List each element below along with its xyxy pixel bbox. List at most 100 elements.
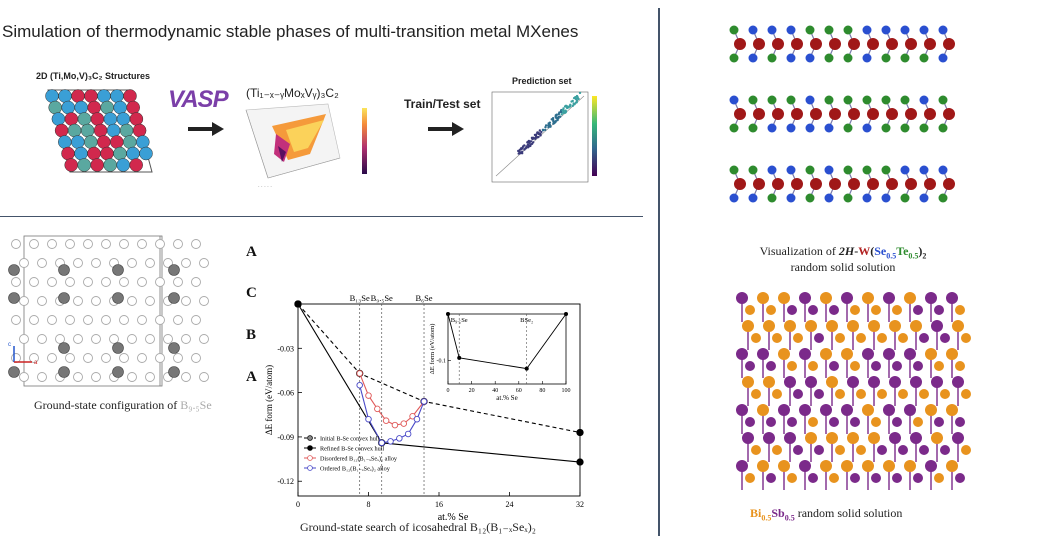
chalcogen-atom [843,95,853,105]
bisb-atom [778,404,790,416]
bisb-atom [871,417,881,427]
boron-atom [37,258,47,268]
bisb-atom [955,417,965,427]
tungsten-atom [772,178,784,190]
bisb-atom [940,389,950,399]
inset-marker-label: B₉.₅Se [451,317,468,324]
bisb-atom [934,361,944,371]
boron-atom [65,353,75,363]
parity-point [556,117,560,120]
boron-atom [191,277,201,287]
bisb-atom [757,348,769,360]
boron-atom [91,372,101,382]
parity-point [534,134,538,138]
selenium-atom [168,292,180,304]
bisb-atom [745,473,755,483]
boron-atom [181,258,191,268]
boron-atom [155,315,165,325]
boron-atom [145,372,155,382]
lattice-atom [51,112,66,126]
chalcogen-atom [843,53,853,63]
selenium-atom [112,342,124,354]
boron-atom [137,239,147,249]
boron-atom [191,239,201,249]
bisb-atom [745,305,755,315]
boron-atom [137,353,147,363]
bisb-atom [934,305,944,315]
bisb-atom [808,361,818,371]
chalcogen-atom [881,193,891,203]
legend-entry: Ordered B₁₂(B₁₋ₓSeₓ)₂ alloy [320,466,391,473]
bisb-atom [877,445,887,455]
chalcogen-atom [786,123,796,133]
bisb-atom [919,389,929,399]
chalcogen-atom [862,53,872,63]
boron-atom [119,315,129,325]
bisb-atom [820,348,832,360]
tungsten-atom [905,38,917,50]
boron-atom [83,239,93,249]
boron-atom [73,258,83,268]
train-test-label: Train/Test set [404,97,481,111]
x-tick-label: 16 [435,500,443,509]
chalcogen-atom [862,193,872,203]
inset-x-tick-label: 40 [492,388,498,394]
legend-marker [307,465,313,471]
tmd-solid-solution-image [729,25,955,203]
boron-atom [173,277,183,287]
series-line [297,303,581,434]
bisb-atom [919,445,929,455]
horizontal-divider [0,216,643,217]
bisb-atom [871,361,881,371]
data-point [365,392,372,399]
parity-point [537,135,540,139]
inset-x-tick-label: 0 [447,388,450,394]
boron-atom [137,277,147,287]
boron-atom [47,277,57,287]
boron-atom [155,353,165,363]
lattice-atom [77,112,92,126]
chalcogen-atom [843,193,853,203]
tungsten-atom [734,38,746,50]
lattice-atom [97,135,111,149]
bisb-atom [925,404,937,416]
chalcogen-atom [729,95,739,105]
boron-atom [11,353,21,363]
boron-atom [199,258,209,268]
bisb-atom [862,348,874,360]
parity-point [548,123,551,127]
tungsten-atom [772,38,784,50]
parity-point [560,113,563,116]
parity-point [564,110,568,114]
bisb-atom [862,404,874,416]
selenium-atom [168,342,180,354]
inset-point [524,366,529,371]
bisb-atom [889,376,901,388]
chalcogen-atom [919,53,929,63]
lattice-atom [64,158,78,172]
chalcogen-atom [862,25,872,35]
lattice-atom [129,112,144,126]
bisb-atom [898,389,908,399]
bisb-atom [835,445,845,455]
lattice-atom [58,135,72,149]
boron-atom [155,277,165,287]
parity-point [529,140,533,143]
parity-point [558,111,561,114]
chalcogen-atom [729,193,739,203]
chalcogen-atom [767,123,777,133]
parity-point [518,152,522,155]
tungsten-atom [829,108,841,120]
bisb-atom [787,361,797,371]
parity-point [571,104,574,108]
bisb-atom [805,376,817,388]
bisb-atom [850,473,860,483]
chalcogen-atom [843,165,853,175]
bisb-atom [904,292,916,304]
bisb-atom [820,292,832,304]
lattice-atom [106,123,121,138]
boron-atom [37,372,47,382]
chalcogen-atom [767,53,777,63]
bisb-atom [934,417,944,427]
bisb-atom [745,361,755,371]
